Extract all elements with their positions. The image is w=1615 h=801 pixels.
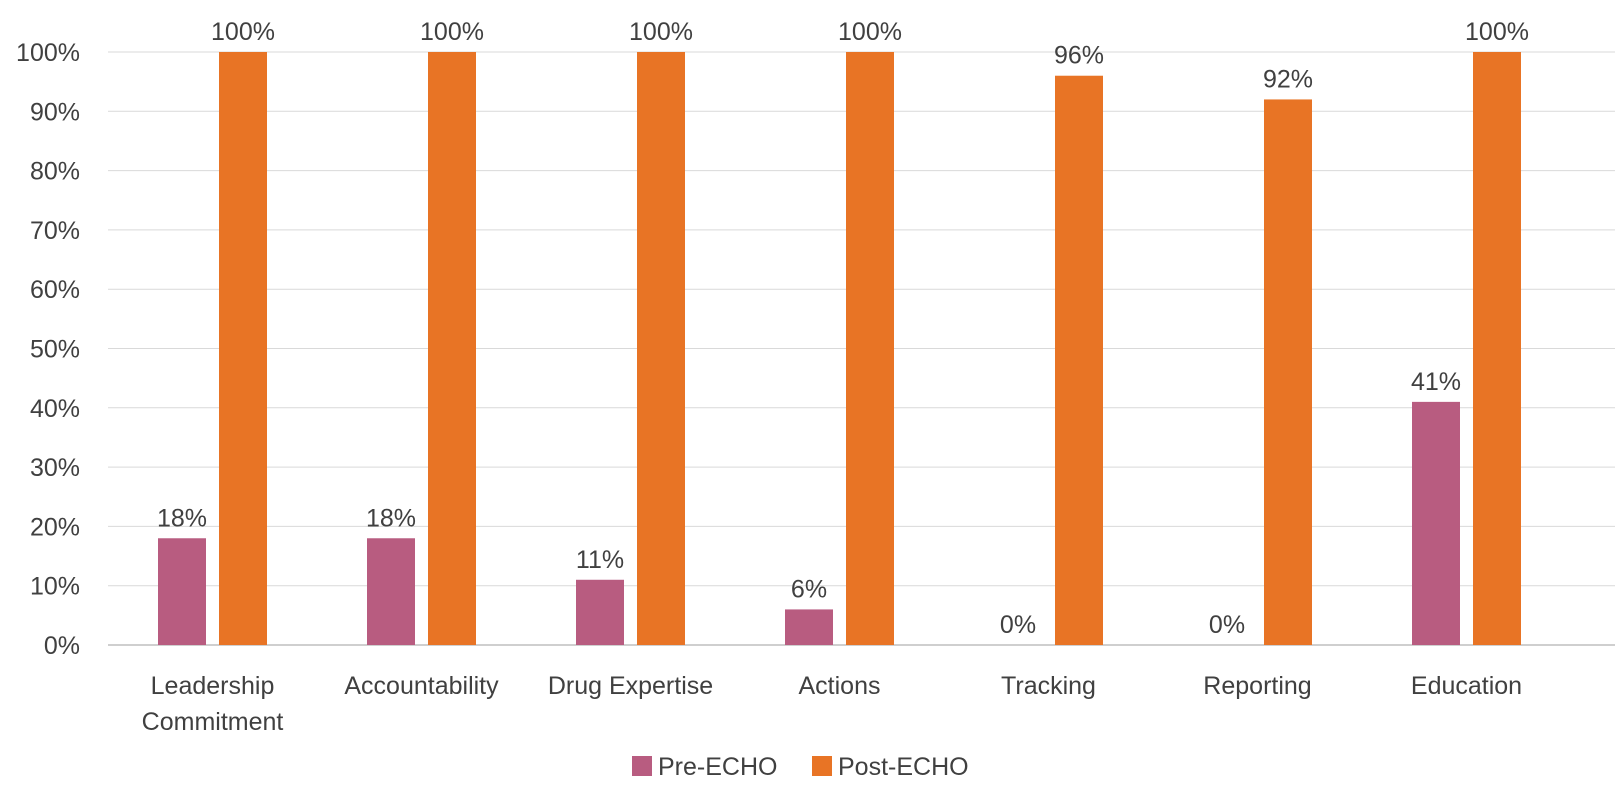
x-tick-label: Drug Expertise: [548, 672, 713, 700]
bars: [158, 52, 1521, 646]
x-tick-label: Actions: [799, 672, 881, 700]
y-tick-label: 60%: [30, 276, 80, 304]
data-label: 0%: [1000, 611, 1036, 639]
bar-pre-echo: [785, 609, 833, 645]
legend: Pre-ECHO Post-ECHO: [632, 753, 969, 781]
data-label: 100%: [838, 18, 902, 46]
bar-post-echo: [1473, 52, 1521, 645]
legend-swatch: [812, 756, 832, 776]
x-tick-label: Tracking: [1001, 672, 1096, 700]
y-tick-label: 10%: [30, 573, 80, 601]
x-axis: Leadership Commitment Accountability Drug E…: [142, 672, 1522, 736]
bar-post-echo: [1264, 99, 1312, 645]
y-tick-label: 100%: [16, 39, 80, 67]
bar-pre-echo: [158, 538, 206, 645]
data-label: 6%: [791, 575, 827, 603]
data-label: 18%: [157, 504, 207, 532]
data-label: 18%: [366, 504, 416, 532]
bar-post-echo: [846, 52, 894, 645]
y-tick-label: 20%: [30, 513, 80, 541]
y-tick-label: 30%: [30, 454, 80, 482]
data-label: 0%: [1209, 611, 1245, 639]
x-tick-label: Education: [1411, 672, 1522, 700]
data-label: 11%: [576, 546, 624, 574]
data-labels: 18% 100% 18% 100% 11% 100% 6% 100% 0% 96% 0% 92% 41%…: [157, 18, 1529, 639]
data-label: 92%: [1263, 65, 1313, 93]
x-tick-label: Reporting: [1203, 672, 1311, 700]
legend-label: Post-ECHO: [838, 753, 969, 781]
x-tick-label: Leadership Commitment: [142, 672, 284, 736]
legend-label: Pre-ECHO: [658, 753, 777, 781]
y-tick-label: 70%: [30, 217, 80, 245]
data-label: 100%: [211, 18, 275, 46]
y-tick-label: 50%: [30, 336, 80, 364]
y-axis: 0% 10% 20% 30% 40% 50% 60% 70% 80% 90% 100%: [16, 39, 80, 660]
data-label: 41%: [1411, 368, 1461, 396]
y-tick-label: 80%: [30, 158, 80, 186]
bar-pre-echo: [1412, 401, 1460, 645]
bar-post-echo: [219, 52, 267, 645]
bar-pre-echo: [576, 579, 624, 645]
data-label: 100%: [420, 18, 484, 46]
x-tick-label: Accountability: [344, 672, 499, 700]
bar-post-echo: [1055, 75, 1103, 646]
bar-post-echo: [637, 52, 685, 645]
data-label: 96%: [1054, 42, 1104, 70]
bar-pre-echo: [367, 538, 415, 645]
data-label: 100%: [1465, 18, 1529, 46]
bar-post-echo: [428, 52, 476, 645]
y-tick-label: 0%: [44, 632, 80, 660]
y-tick-label: 40%: [30, 395, 80, 423]
legend-swatch: [632, 756, 652, 776]
y-tick-label: 90%: [30, 98, 80, 126]
data-label: 100%: [629, 18, 693, 46]
